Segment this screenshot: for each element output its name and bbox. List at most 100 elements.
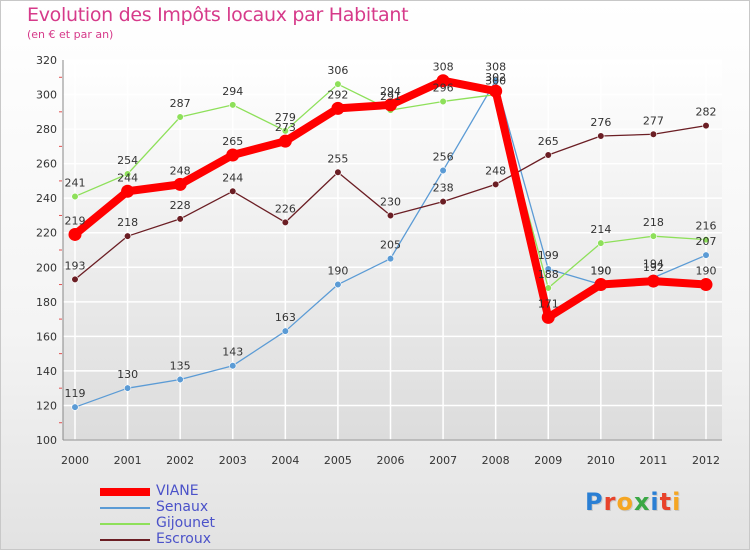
data-point-viane — [278, 134, 292, 148]
y-tick-label: 180 — [36, 296, 57, 309]
y-tick-label: 120 — [36, 399, 57, 412]
data-point-viane — [384, 98, 397, 112]
data-point-senaux — [123, 384, 132, 392]
data-label-gijounet: 214 — [590, 223, 611, 236]
data-point-gijounet — [439, 97, 447, 106]
data-label-escroux: 276 — [590, 116, 611, 129]
data-label-gijounet: 218 — [643, 216, 664, 229]
data-label-viane: 219 — [65, 214, 86, 227]
data-point-viane — [436, 74, 450, 88]
legend-label-escroux: Escroux — [156, 531, 212, 547]
data-point-escroux — [229, 187, 237, 195]
data-point-escroux — [386, 211, 395, 220]
data-point-viane — [68, 227, 82, 241]
data-point-senaux — [334, 280, 342, 289]
data-label-viane: 190 — [696, 265, 717, 278]
data-point-gijounet — [702, 236, 710, 244]
data-label-senaux: 256 — [433, 151, 454, 164]
y-tick-label: 100 — [36, 434, 57, 447]
data-label-viane: 292 — [327, 88, 348, 101]
data-label-senaux: 135 — [170, 360, 191, 373]
data-label-viane: 192 — [643, 261, 664, 274]
data-label-gijounet: 291 — [380, 90, 401, 103]
data-label-viane: 190 — [590, 265, 611, 278]
data-point-viane — [121, 184, 135, 198]
data-point-gijounet — [123, 170, 132, 178]
chart-title: Evolution des Impôts locaux par Habitant — [27, 4, 409, 26]
data-point-gijounet — [649, 232, 658, 240]
data-label-senaux: 205 — [380, 239, 401, 252]
data-label-senaux: 119 — [65, 387, 86, 400]
x-tick-label: 2012 — [692, 454, 720, 467]
data-label-escroux: 265 — [538, 135, 559, 148]
y-tick-label: 260 — [36, 158, 57, 171]
legend-swatch-viane — [100, 488, 150, 496]
legend-label-viane: VIANE — [156, 483, 199, 499]
data-point-gijounet — [334, 80, 342, 88]
legend-swatch-gijounet — [100, 523, 150, 525]
legend-swatch-senaux — [100, 507, 150, 509]
data-label-viane: 248 — [170, 164, 191, 177]
x-tick-label: 2000 — [61, 454, 89, 467]
data-label-escroux: 238 — [433, 182, 454, 195]
logo-letter: i — [672, 488, 682, 516]
data-point-senaux — [544, 265, 552, 273]
x-tick-label: 2011 — [639, 454, 667, 467]
data-point-viane — [489, 84, 503, 98]
data-point-senaux — [71, 403, 79, 411]
data-point-senaux — [702, 251, 710, 259]
x-tick-label: 2009 — [534, 454, 562, 467]
x-tick-label: 2007 — [429, 454, 457, 467]
data-point-viane — [646, 274, 660, 288]
data-label-escroux: 193 — [65, 259, 86, 272]
data-point-escroux — [649, 130, 658, 138]
y-tick-label: 280 — [36, 123, 57, 136]
data-point-escroux — [439, 198, 447, 206]
data-point-senaux — [229, 362, 237, 370]
data-label-gijounet: 188 — [538, 268, 559, 281]
y-tick-label: 160 — [36, 330, 57, 343]
plot-area — [63, 60, 722, 440]
x-tick-label: 2008 — [482, 454, 510, 467]
data-label-escroux: 230 — [380, 195, 401, 208]
data-point-viane — [226, 148, 240, 162]
y-tick-label: 240 — [36, 192, 57, 205]
logo-letter: i — [650, 488, 660, 516]
data-point-viane — [541, 310, 555, 324]
proxiti-logo: Proxiti — [585, 488, 681, 516]
x-tick-label: 2010 — [587, 454, 615, 467]
data-label-senaux: 130 — [117, 368, 138, 381]
chart-subtitle: (en € et par an) — [27, 28, 114, 41]
data-label-escroux: 218 — [117, 216, 138, 229]
data-point-gijounet — [176, 113, 184, 121]
data-label-viane: 244 — [117, 171, 138, 184]
data-label-gijounet: 296 — [433, 81, 454, 94]
x-tick-label: 2005 — [324, 454, 352, 467]
y-tick-label: 200 — [36, 261, 57, 274]
data-label-senaux: 194 — [643, 258, 664, 271]
data-point-escroux — [544, 151, 552, 159]
data-label-gijounet: 300 — [485, 75, 506, 88]
logo-letter: t — [659, 488, 673, 516]
data-point-escroux — [492, 180, 500, 188]
legend-swatch-escroux — [100, 539, 150, 541]
data-point-escroux — [597, 132, 605, 140]
y-tick-label: 220 — [36, 227, 57, 240]
data-point-gijounet — [597, 239, 605, 247]
x-tick-label: 2004 — [271, 454, 299, 467]
data-label-senaux: 199 — [538, 249, 559, 262]
data-label-gijounet: 279 — [275, 111, 296, 124]
data-label-gijounet: 306 — [327, 64, 348, 77]
x-tick-label: 2002 — [166, 454, 194, 467]
data-point-escroux — [334, 168, 342, 176]
data-label-viane: 171 — [538, 297, 559, 310]
data-label-senaux: 190 — [590, 265, 611, 278]
data-point-senaux — [386, 255, 395, 263]
data-label-escroux: 228 — [170, 199, 191, 212]
data-label-gijounet: 254 — [117, 154, 138, 167]
data-point-viane — [173, 177, 187, 191]
data-label-viane: 302 — [485, 71, 506, 84]
data-label-senaux: 163 — [275, 311, 296, 324]
data-point-viane — [699, 278, 713, 292]
y-tick-label: 300 — [36, 89, 57, 102]
